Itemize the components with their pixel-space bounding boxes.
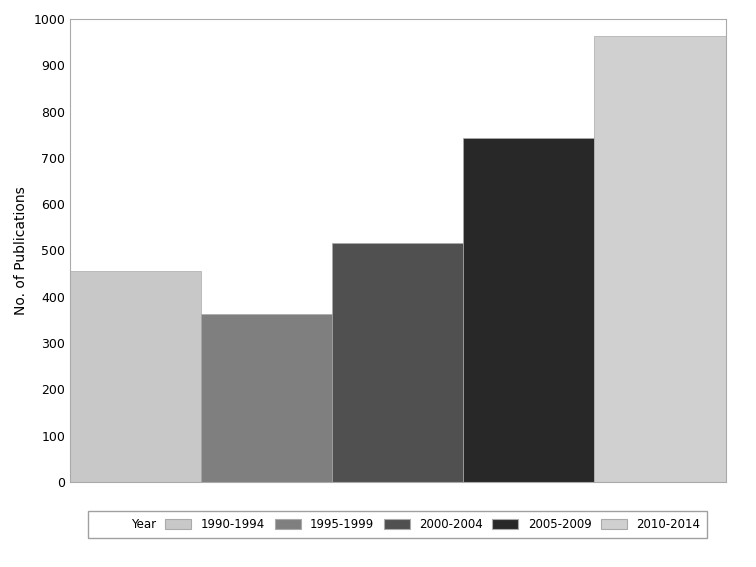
Bar — [463, 138, 594, 482]
Bar — [70, 271, 201, 482]
Y-axis label: No. of Publications: No. of Publications — [14, 186, 28, 315]
Legend: Year, 1990-1994, 1995-1999, 2000-2004, 2005-2009, 2010-2014: Year, 1990-1994, 1995-1999, 2000-2004, 2… — [88, 511, 708, 538]
Bar — [201, 314, 333, 482]
Bar — [594, 36, 726, 482]
Bar — [333, 243, 463, 482]
